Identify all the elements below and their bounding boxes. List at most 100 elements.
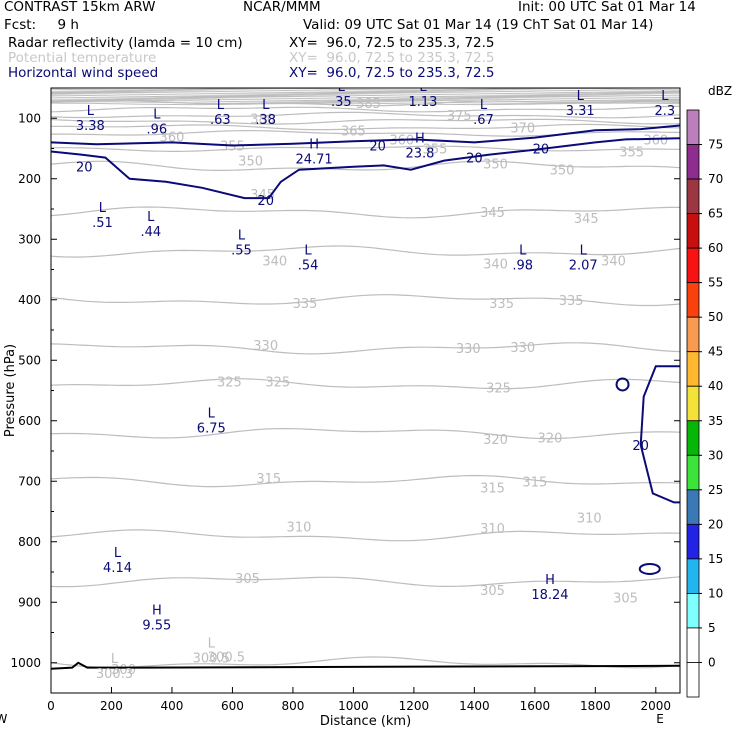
theta-label: 335 [293, 297, 318, 312]
colorbar-swatch [686, 662, 700, 698]
theta-label: 325 [265, 375, 290, 390]
colorbar-tick-label: 45 [708, 345, 723, 359]
extremum-value: .54 [298, 258, 319, 273]
theta-contour-upper [51, 98, 680, 102]
theta-label: 350 [550, 164, 575, 179]
theta-contour-325 [51, 378, 680, 390]
extremum-value: .67 [473, 113, 494, 128]
colorbar-swatch [686, 593, 700, 629]
wind-contour-label: 20 [466, 152, 483, 167]
field-reflectivity-xy: XY= 96.0, 72.5 to 235.3, 72.5 [289, 35, 495, 51]
theta-label: 325 [486, 381, 511, 396]
field-wind: Horizontal wind speed [8, 65, 159, 81]
theta-contour-upper [51, 92, 680, 95]
colorbar-tick-label: 65 [708, 207, 723, 221]
y-tick-label: 500 [18, 353, 41, 367]
extremum-value: 2.3 [655, 104, 676, 119]
field-wind-xy: XY= 96.0, 72.5 to 235.3, 72.5 [289, 65, 495, 81]
extremum-value: 4.14 [103, 561, 132, 576]
theta-label: 350 [483, 158, 508, 173]
center-title: NCAR/MMM [243, 0, 321, 15]
y-axis-label: Pressure (hPa) [3, 344, 18, 437]
theta-label: 360 [643, 133, 668, 148]
colorbar-swatch [686, 247, 700, 284]
theta-label: 310 [480, 522, 505, 537]
theta-label: 305 [235, 572, 260, 587]
extremum-type: L [217, 98, 225, 113]
y-tick-label: 700 [18, 474, 41, 488]
wind-contour-label: 20 [369, 139, 386, 154]
theta-label: 300.5 [208, 651, 245, 666]
colorbar-swatch [686, 351, 700, 387]
plot-frame [50, 87, 681, 694]
theta-label: 345 [250, 188, 275, 203]
theta-contour-340 [51, 245, 680, 258]
colorbar-tick-label: 10 [708, 586, 723, 600]
extremum-value: .44 [140, 225, 161, 240]
extremum-value: 300.3 [96, 667, 133, 682]
x-endpoint-west: W [0, 712, 8, 726]
x-tick-label: 800 [281, 699, 304, 713]
theta-contour-350 [51, 160, 680, 171]
theta-label: 355 [423, 143, 448, 158]
theta-label: 355 [220, 139, 245, 154]
y-tick-label: 1000 [10, 656, 41, 670]
theta-contour-upper [51, 88, 680, 91]
extremum-type: L [87, 104, 95, 119]
x-tick-label: 1000 [338, 699, 369, 713]
theta-label: 350 [238, 155, 263, 170]
colorbar-swatch [686, 627, 700, 663]
extremum-type: L [661, 89, 669, 104]
colorbar-tick-label: 0 [708, 655, 716, 669]
extremum-type: L [114, 546, 122, 561]
wind-contour-east [639, 365, 680, 504]
colorbar-tick-label: 75 [708, 138, 723, 152]
theta-contour-315 [51, 474, 680, 488]
theta-contour-375 [51, 111, 680, 119]
field-reflectivity: Radar reflectivity (lamda = 10 cm) [8, 35, 243, 51]
extremum-value: 300.5 [193, 652, 230, 667]
colorbar-swatch [686, 178, 700, 214]
extremum-type: H [152, 603, 162, 618]
extremum-type: L [480, 98, 488, 113]
extremum-value: .38 [255, 113, 276, 128]
theta-contour-upper [51, 102, 680, 106]
theta-contour-upper [51, 90, 680, 94]
theta-label: 375 [447, 109, 472, 124]
theta-label: 305 [613, 591, 638, 606]
y-tick-label: 200 [18, 172, 41, 186]
theta-label: 315 [256, 472, 281, 487]
theta-label: 310 [287, 521, 312, 536]
colorbar-swatch [686, 489, 700, 525]
colorbar-swatch [686, 144, 700, 180]
theta-contour-upper [51, 96, 680, 99]
theta-contour-upper [51, 100, 680, 103]
theta-label: 320 [483, 433, 508, 448]
extremum-value: 23.8 [405, 146, 434, 161]
extremum-type: L [208, 407, 216, 422]
forecast-hour: Fcst: 9 h [4, 17, 79, 33]
colorbar-tick-label: 20 [708, 517, 723, 531]
colorbar-swatch [686, 523, 700, 560]
extremum-value: 1.13 [408, 95, 437, 110]
extremum-value: .35 [331, 95, 352, 110]
y-tick-label: 300 [18, 232, 41, 246]
extremum-value: .51 [92, 216, 113, 231]
x-tick-label: 600 [221, 699, 244, 713]
theta-label: 310 [577, 512, 602, 527]
init-time: Init: 00 UTC Sat 01 Mar 14 [518, 0, 696, 15]
extremum-value: .98 [512, 258, 533, 273]
theta-label: 305 [480, 584, 505, 599]
extremum-type: L [577, 89, 585, 104]
colorbar-swatch [686, 558, 700, 594]
colorbar-tick-label: 60 [708, 241, 723, 255]
wind-contour-label: 20 [533, 143, 550, 158]
x-tick-label: 1200 [399, 699, 430, 713]
theta-label: 360 [389, 133, 414, 148]
wind-contour-label: 20 [632, 439, 649, 454]
x-axis-label: Distance (km) [320, 714, 411, 729]
colorbar-tick-label: 35 [708, 414, 723, 428]
colorbar-tick-label: 70 [708, 172, 723, 186]
model-title: CONTRAST 15km ARW [4, 0, 156, 15]
